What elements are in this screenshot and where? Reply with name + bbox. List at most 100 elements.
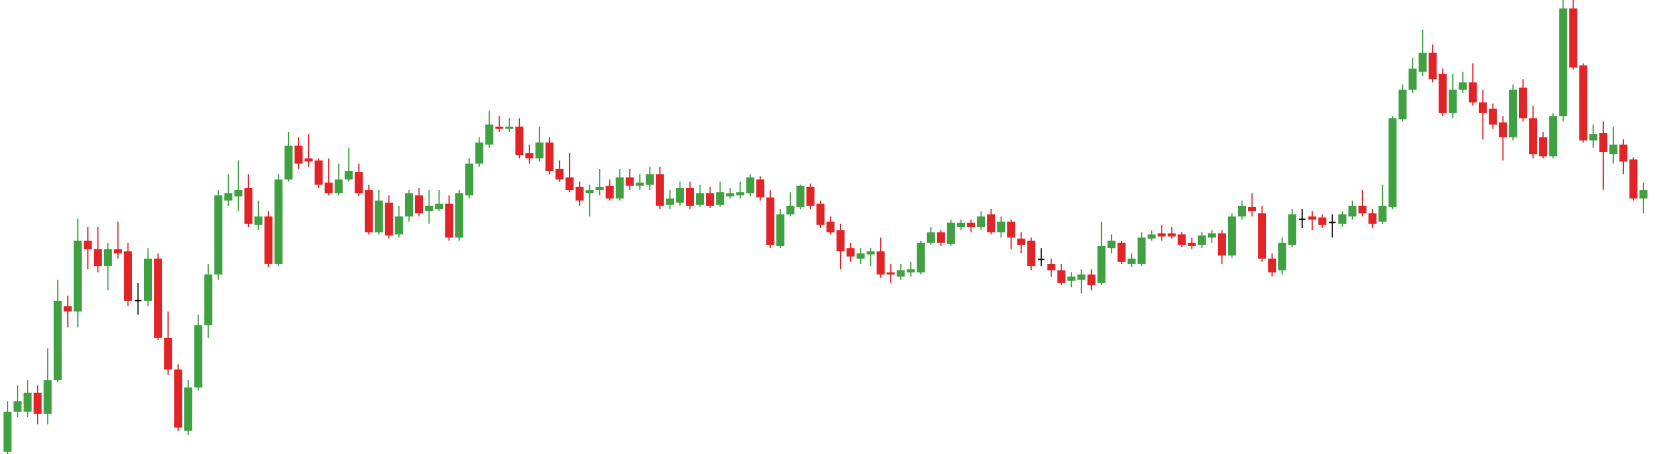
candle-body bbox=[1107, 240, 1116, 249]
candle-body bbox=[1539, 137, 1548, 157]
candle-body bbox=[1579, 65, 1588, 141]
candle-body bbox=[354, 172, 363, 194]
candle-body bbox=[1147, 234, 1156, 239]
candle-body bbox=[987, 214, 996, 233]
candle-body bbox=[575, 186, 584, 201]
candle-body bbox=[856, 253, 865, 259]
candle-body bbox=[364, 190, 373, 233]
candle-body bbox=[1057, 270, 1066, 283]
candle-body bbox=[1639, 190, 1648, 199]
candle-body bbox=[1468, 82, 1477, 103]
candle-body bbox=[1448, 89, 1457, 113]
candle-body bbox=[1599, 133, 1608, 153]
candle-body bbox=[1177, 234, 1186, 245]
candle-body bbox=[675, 187, 684, 203]
candle-body bbox=[846, 248, 855, 257]
candle-body bbox=[916, 242, 925, 273]
candle-body bbox=[234, 190, 243, 197]
candle-body bbox=[565, 177, 574, 191]
candle-body bbox=[83, 240, 92, 250]
candle-body bbox=[555, 168, 564, 180]
candle-body bbox=[1077, 274, 1086, 280]
candle-body bbox=[1038, 258, 1045, 261]
candle-body bbox=[344, 171, 353, 180]
candle-body bbox=[154, 258, 163, 338]
candle-body bbox=[123, 251, 132, 301]
candle-body bbox=[1299, 218, 1306, 221]
candle-body bbox=[294, 145, 303, 164]
candle-body bbox=[1329, 221, 1336, 224]
candle-body bbox=[866, 251, 875, 255]
candle-body bbox=[696, 193, 705, 205]
candle-body bbox=[1067, 276, 1076, 281]
candle-body bbox=[334, 179, 343, 194]
candle-body bbox=[1418, 52, 1427, 72]
candle-body bbox=[1007, 221, 1016, 238]
candle-body bbox=[1518, 87, 1528, 119]
candle-body bbox=[766, 197, 775, 245]
candle-body bbox=[53, 300, 62, 381]
candle-body bbox=[706, 193, 715, 206]
candle-body bbox=[1609, 144, 1618, 155]
candle-body bbox=[1478, 102, 1487, 113]
candle-body bbox=[1027, 240, 1036, 267]
candle-body bbox=[1559, 8, 1568, 117]
candle-body bbox=[615, 177, 624, 199]
candle-body bbox=[1227, 216, 1236, 256]
candle-body bbox=[194, 325, 203, 388]
candle-body bbox=[244, 187, 253, 224]
candle-body bbox=[1589, 134, 1598, 141]
candle-body bbox=[254, 216, 263, 225]
candle-body bbox=[1017, 238, 1026, 245]
candle-body bbox=[1207, 233, 1216, 238]
candle-body bbox=[324, 182, 333, 194]
candle-body bbox=[93, 249, 102, 267]
candle-body bbox=[465, 163, 474, 196]
candle-body bbox=[665, 198, 674, 205]
candle-body bbox=[425, 205, 434, 212]
candle-body bbox=[455, 193, 464, 238]
candle-body bbox=[394, 216, 403, 235]
candle-body bbox=[404, 193, 413, 217]
candle-body bbox=[1288, 214, 1297, 245]
candle-body bbox=[23, 392, 32, 412]
candle-body bbox=[515, 126, 524, 156]
candle-body bbox=[585, 190, 594, 194]
candle-body bbox=[1529, 118, 1538, 155]
candle-body bbox=[73, 240, 82, 312]
candle-body bbox=[525, 153, 534, 159]
candle-body bbox=[3, 411, 12, 452]
candle-body bbox=[475, 142, 484, 164]
candle-body bbox=[1569, 8, 1578, 68]
candle-body bbox=[977, 216, 986, 227]
candle-body bbox=[384, 202, 393, 236]
candle-body bbox=[756, 179, 765, 198]
candle-body bbox=[103, 249, 112, 267]
candle-body bbox=[876, 251, 885, 275]
candle-body bbox=[1268, 258, 1277, 273]
candle-body bbox=[1157, 233, 1166, 237]
candle-body bbox=[645, 174, 654, 185]
candle-body bbox=[545, 142, 554, 172]
candle-body bbox=[63, 306, 72, 312]
candle-body bbox=[435, 203, 444, 210]
candle-body bbox=[1318, 217, 1327, 225]
candle-body bbox=[1258, 213, 1267, 259]
candle-body bbox=[966, 222, 976, 227]
candle-body bbox=[1428, 52, 1437, 80]
candle-body bbox=[1167, 233, 1176, 237]
candle-body bbox=[1619, 144, 1628, 162]
candle-body bbox=[726, 193, 735, 197]
candle-body bbox=[1047, 263, 1056, 271]
candle-body bbox=[1237, 205, 1247, 217]
candle-body bbox=[946, 222, 955, 244]
candle-body bbox=[264, 216, 273, 264]
candle-body bbox=[43, 380, 52, 414]
candle-body bbox=[204, 274, 213, 326]
candle-body bbox=[1197, 235, 1206, 245]
candle-body bbox=[1508, 89, 1517, 138]
candle-body bbox=[685, 187, 695, 206]
candle-body bbox=[906, 269, 915, 273]
candle-body bbox=[746, 177, 755, 194]
